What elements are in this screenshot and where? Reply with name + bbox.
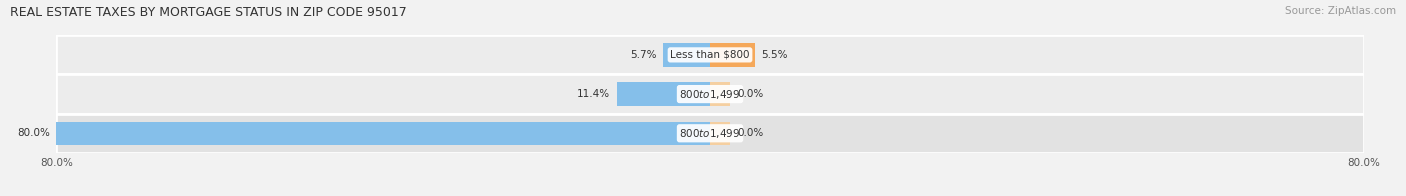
Legend: Without Mortgage, With Mortgage: Without Mortgage, With Mortgage xyxy=(602,194,818,196)
Text: 5.7%: 5.7% xyxy=(630,50,657,60)
Text: Source: ZipAtlas.com: Source: ZipAtlas.com xyxy=(1285,6,1396,16)
Text: 0.0%: 0.0% xyxy=(737,128,763,138)
Bar xyxy=(710,122,731,145)
Bar xyxy=(56,114,1364,153)
Text: Less than $800: Less than $800 xyxy=(671,50,749,60)
Bar xyxy=(617,82,710,106)
Text: $800 to $1,499: $800 to $1,499 xyxy=(679,88,741,101)
Bar xyxy=(56,35,1364,74)
Text: REAL ESTATE TAXES BY MORTGAGE STATUS IN ZIP CODE 95017: REAL ESTATE TAXES BY MORTGAGE STATUS IN … xyxy=(10,6,406,19)
Bar xyxy=(710,82,731,106)
Text: 80.0%: 80.0% xyxy=(17,128,49,138)
Text: $800 to $1,499: $800 to $1,499 xyxy=(679,127,741,140)
Text: 5.5%: 5.5% xyxy=(762,50,787,60)
Bar xyxy=(710,43,755,67)
Text: 11.4%: 11.4% xyxy=(578,89,610,99)
Bar xyxy=(664,43,710,67)
Text: 0.0%: 0.0% xyxy=(737,89,763,99)
Bar xyxy=(56,74,1364,114)
Bar xyxy=(56,122,710,145)
